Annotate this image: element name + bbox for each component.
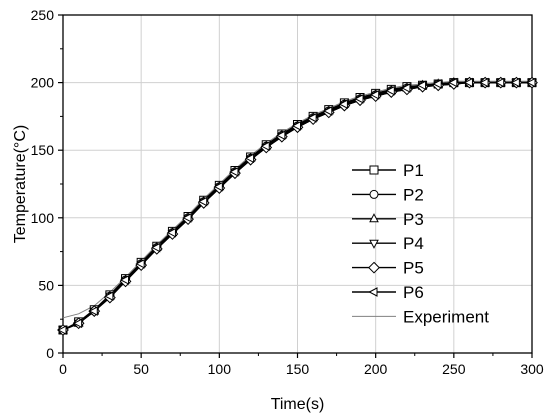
data-point-p6 <box>151 242 161 253</box>
data-point-p6 <box>213 181 223 192</box>
x-tick-label: 0 <box>59 361 67 377</box>
data-point-p6 <box>479 77 489 88</box>
data-point-p6 <box>57 325 67 335</box>
data-point-p6 <box>119 275 130 285</box>
legend-marker-p5 <box>368 261 380 274</box>
legend-label-p5: P5 <box>403 259 424 278</box>
x-tick-label: 50 <box>133 361 149 377</box>
data-point-p6 <box>244 153 255 164</box>
data-point-p6 <box>463 77 473 88</box>
legend-label-p6: P6 <box>403 283 424 302</box>
data-point-p6 <box>135 258 145 269</box>
data-point-p6 <box>354 93 364 104</box>
axis-ticks: 0 50 100 150 200 250 300 0 50 100 150 200 250 <box>31 7 544 377</box>
y-tick-label: 50 <box>38 277 54 293</box>
data-point-p6 <box>510 77 520 88</box>
grid <box>63 15 532 353</box>
data-point-p6 <box>495 77 505 88</box>
legend-label-p1: P1 <box>403 161 424 180</box>
data-point-p6 <box>369 89 380 100</box>
legend-label-experiment: Experiment <box>403 307 489 326</box>
data-point-p6 <box>72 318 83 329</box>
y-tick-label: 200 <box>31 75 55 91</box>
y-tick-label: 0 <box>46 345 54 361</box>
y-tick-label: 250 <box>31 7 55 23</box>
x-tick-label: 250 <box>442 361 466 377</box>
data-point-p6 <box>229 167 239 177</box>
data-point-p6 <box>88 306 98 316</box>
x-tick-label: 300 <box>520 361 544 377</box>
y-tick-label: 100 <box>31 210 55 226</box>
data-point-p6 <box>260 141 270 151</box>
data-point-p6 <box>323 106 333 116</box>
data-point-p6 <box>291 121 301 131</box>
legend-label-p4: P4 <box>403 234 424 253</box>
x-tick-label: 100 <box>208 361 232 377</box>
data-point-p6 <box>338 99 348 110</box>
legend-label-p3: P3 <box>403 210 424 229</box>
data-point-p6 <box>416 80 427 91</box>
legend: P1 P2 P3 P4 P5 P6 Experiment <box>352 161 489 326</box>
x-tick-label: 150 <box>286 361 310 377</box>
legend-label-p2: P2 <box>403 185 424 204</box>
legend-marker-p1 <box>369 165 379 175</box>
data-point-p6 <box>432 79 442 89</box>
data-point-p6 <box>276 130 286 141</box>
data-point-p6 <box>448 77 458 88</box>
legend-marker-p2 <box>369 189 379 199</box>
data-point-p6 <box>401 83 411 93</box>
legend-marker-p6 <box>368 287 378 297</box>
data-point-p6 <box>198 196 208 207</box>
x-axis-title: Time(s) <box>271 396 325 413</box>
series-markers <box>57 76 538 336</box>
legend-marker-p4 <box>369 239 379 249</box>
y-tick-label: 150 <box>31 142 55 158</box>
legend-marker-p3 <box>369 213 379 223</box>
data-point-p6 <box>104 291 114 302</box>
y-axis-title: Temperature(°C) <box>12 125 29 243</box>
data-point-p6 <box>166 227 176 238</box>
x-tick-label: 200 <box>364 361 388 377</box>
data-point-p6 <box>385 85 395 96</box>
data-point-p6 <box>526 77 536 88</box>
data-point-p6 <box>307 112 317 123</box>
data-point-p6 <box>182 212 192 223</box>
